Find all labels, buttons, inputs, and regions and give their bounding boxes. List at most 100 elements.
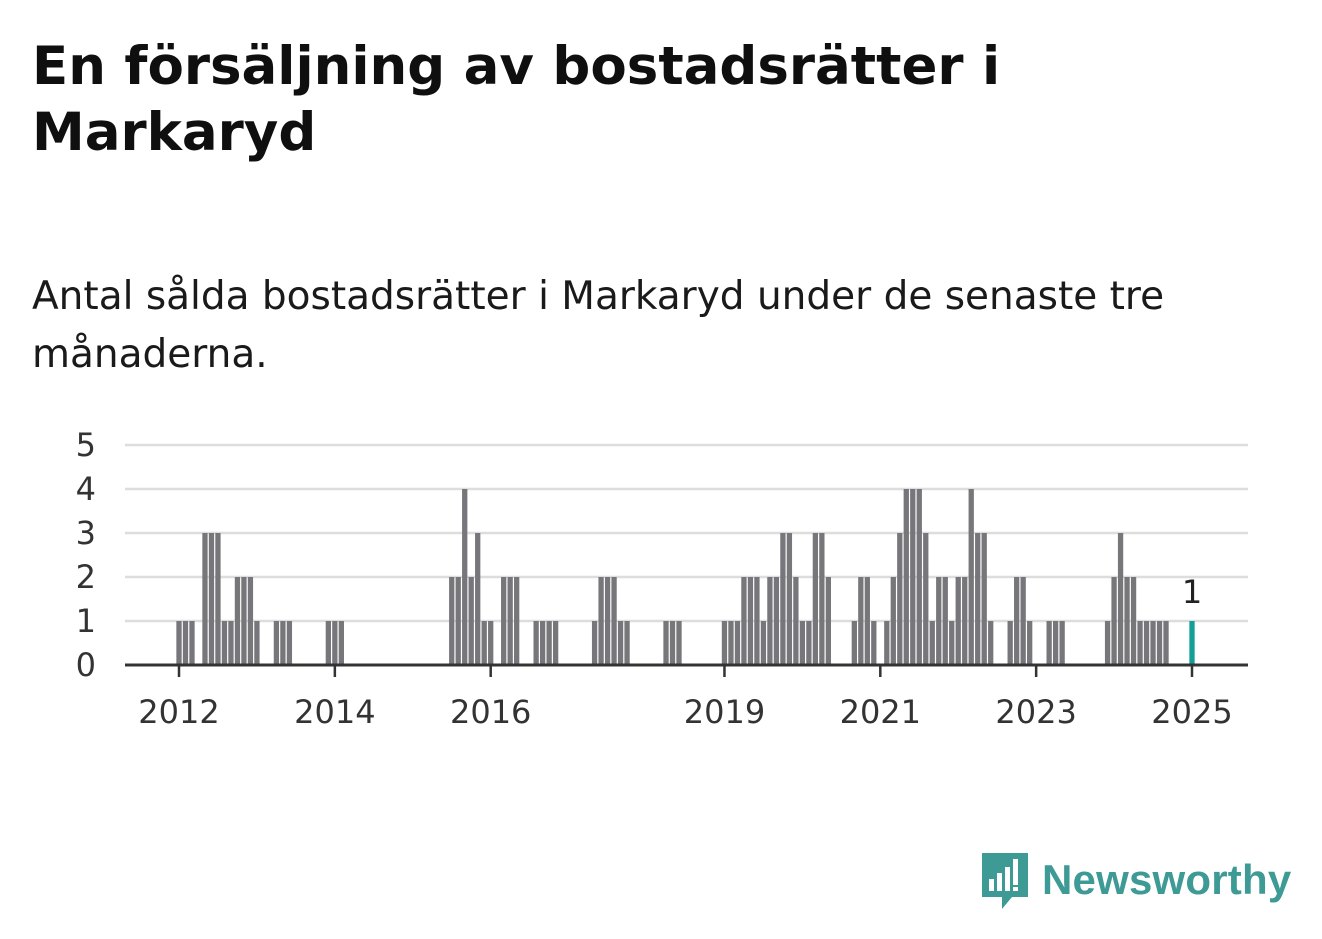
x-tick-label: 2012 xyxy=(138,693,219,731)
bar xyxy=(247,577,254,665)
bar xyxy=(962,577,968,665)
y-tick-label: 3 xyxy=(76,514,96,552)
bar xyxy=(890,577,896,665)
bar xyxy=(202,533,208,665)
bar xyxy=(624,621,630,665)
x-tick-label: 2019 xyxy=(684,693,765,731)
bar xyxy=(591,621,598,665)
bar-data-label: 1 xyxy=(1182,573,1202,611)
bar xyxy=(949,621,955,665)
bar xyxy=(1163,621,1169,665)
bar xyxy=(799,621,806,665)
chart-subtitle: Antal sålda bostadsrätter i Markaryd und… xyxy=(32,274,1165,377)
y-tick-label: 5 xyxy=(76,426,96,464)
y-tick-label: 1 xyxy=(76,602,96,640)
bar xyxy=(669,621,676,665)
bar xyxy=(604,577,611,665)
bar xyxy=(182,621,189,665)
bar xyxy=(1007,621,1013,665)
bar xyxy=(325,621,331,665)
bar xyxy=(819,533,825,665)
highlight-bar xyxy=(1189,621,1195,665)
bar xyxy=(1014,577,1020,665)
bar xyxy=(481,621,487,665)
bar xyxy=(1156,621,1163,665)
bar xyxy=(780,533,786,665)
bar xyxy=(468,577,474,665)
bar xyxy=(1111,577,1117,665)
x-tick-label: 2021 xyxy=(840,693,921,731)
bar-chart: 0 1 2 3 4 5 1 2012 2014 2016 2019 2021 2023 2025 xyxy=(76,426,1248,731)
bar xyxy=(462,489,468,665)
bar xyxy=(617,621,624,665)
x-tick-label: 2014 xyxy=(294,693,375,731)
bar xyxy=(897,533,903,665)
bar xyxy=(234,577,241,665)
y-tick-label: 0 xyxy=(76,646,96,684)
bar xyxy=(884,621,890,665)
bar xyxy=(903,489,909,665)
bar xyxy=(1046,621,1052,665)
bar xyxy=(1124,577,1130,665)
bar xyxy=(864,577,870,665)
bar xyxy=(488,621,494,665)
bar xyxy=(208,533,215,665)
y-tick-label: 2 xyxy=(76,558,96,596)
bar xyxy=(676,621,682,665)
bar xyxy=(767,577,773,665)
bar xyxy=(1104,621,1111,665)
bar xyxy=(189,621,195,665)
newsworthy-chart-bubble-icon xyxy=(982,853,1028,909)
bar xyxy=(923,533,929,665)
bar xyxy=(1020,577,1026,665)
bar xyxy=(507,577,513,665)
bar xyxy=(611,577,617,665)
bar xyxy=(546,621,552,665)
bar xyxy=(286,621,293,665)
bar xyxy=(747,577,754,665)
bar xyxy=(1027,621,1033,665)
chart-title: En försäljning av bostadsrätter i Markar… xyxy=(32,36,1001,163)
bar xyxy=(793,577,799,665)
bar xyxy=(280,621,286,665)
bar xyxy=(773,577,780,665)
bar xyxy=(176,621,182,665)
bar xyxy=(533,621,539,665)
bar xyxy=(851,621,857,665)
bar xyxy=(1130,577,1137,665)
bar xyxy=(1137,621,1143,665)
bar xyxy=(942,577,948,665)
bar xyxy=(501,577,507,665)
bar xyxy=(215,533,221,665)
bar xyxy=(254,621,260,665)
bar xyxy=(734,621,741,665)
bar xyxy=(981,533,987,665)
x-tick-label: 2016 xyxy=(450,693,531,731)
bar xyxy=(910,489,916,665)
bar xyxy=(539,621,546,665)
bar xyxy=(221,621,228,665)
bar xyxy=(929,621,935,665)
bar xyxy=(812,533,819,665)
bar xyxy=(968,489,974,665)
bar xyxy=(598,577,604,665)
bar xyxy=(936,577,942,665)
bar xyxy=(1052,621,1059,665)
bar xyxy=(514,577,520,665)
bar xyxy=(273,621,280,665)
bar xyxy=(228,621,234,665)
x-tick-label: 2023 xyxy=(995,693,1076,731)
brand-name: Newsworthy xyxy=(1042,856,1292,903)
bar xyxy=(760,621,767,665)
bar xyxy=(1059,621,1065,665)
bar xyxy=(552,621,559,665)
bar xyxy=(988,621,994,665)
bar xyxy=(338,621,344,665)
bar xyxy=(1150,621,1156,665)
bar xyxy=(455,577,461,665)
bar xyxy=(754,577,760,665)
bar xyxy=(786,533,793,665)
y-tick-label: 4 xyxy=(76,470,96,508)
bar xyxy=(721,621,728,665)
bar xyxy=(955,577,961,665)
